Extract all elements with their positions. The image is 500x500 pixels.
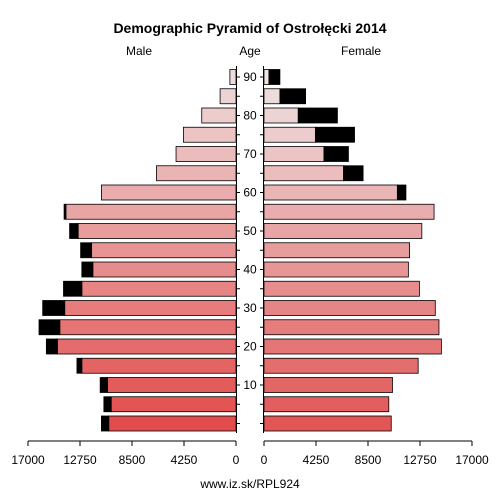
age-tick-label: 40: [243, 263, 257, 277]
female-x-tick-label: 4250: [303, 453, 330, 467]
age-tick-label: 30: [243, 301, 257, 315]
female-bar-25-29: [263, 319, 440, 336]
female-x-tick-label: 0: [261, 453, 268, 467]
male-excess-bar-10-14: [99, 377, 108, 393]
male-bar-0-4: [108, 415, 237, 432]
female-bar-45-49: [263, 242, 411, 259]
male-excess-bar-55-59: [63, 203, 67, 220]
female-excess-bar-80-84: [297, 107, 338, 124]
male-excess-bar-50-54: [69, 223, 79, 239]
male-bar-15-19: [81, 357, 237, 374]
female-excess-bar-85-89: [279, 88, 307, 105]
female-bar-35-39: [263, 280, 420, 297]
female-bar-60-64: [263, 184, 398, 201]
male-bar-55-59: [65, 203, 237, 220]
male-excess-bar-5-9: [103, 396, 112, 413]
male-excess-bar-40-44: [81, 261, 94, 278]
female-bar-65-69: [263, 165, 344, 182]
female-bar-80-84: [263, 107, 299, 124]
chart-title: Demographic Pyramid of Ostrołęcki 2014: [113, 20, 386, 36]
male-bar-80-84: [201, 107, 237, 124]
male-excess-bar-45-49: [80, 242, 93, 259]
male-bar-75-79: [182, 126, 237, 143]
female-bar-40-44: [263, 261, 409, 278]
male-bar-60-64: [101, 184, 237, 201]
male-bar-30-34: [64, 300, 237, 316]
age-tick-label: 60: [243, 186, 257, 200]
female-x-tick-label: 8500: [355, 453, 382, 467]
female-bar-0-4: [263, 415, 392, 432]
male-excess-bar-0-4: [101, 415, 110, 432]
female-excess-bar-60-64: [396, 184, 407, 201]
female-bar-30-34: [263, 300, 436, 316]
bars-layer: [38, 69, 442, 432]
male-x-tick-label: 4250: [171, 453, 198, 467]
age-tick-label: 80: [243, 109, 257, 123]
male-excess-bar-15-19: [76, 357, 83, 374]
male-x-tick-label: 8500: [119, 453, 146, 467]
male-bar-65-69: [156, 165, 237, 182]
footer-url[interactable]: www.iz.sk/RPL924: [199, 477, 300, 491]
male-excess-bar-25-29: [38, 319, 61, 336]
male-bar-20-24: [56, 338, 237, 355]
female-excess-bar-75-79: [314, 126, 355, 143]
female-bar-10-14: [263, 377, 393, 393]
age-tick-label: 10: [243, 378, 257, 392]
male-bar-40-44: [92, 261, 237, 278]
female-excess-bar-65-69: [343, 165, 364, 182]
age-tick-label: 50: [243, 224, 257, 238]
male-bar-10-14: [107, 377, 237, 393]
male-bar-85-89: [219, 88, 237, 105]
age-label: Age: [239, 44, 261, 58]
male-excess-bar-20-24: [45, 338, 58, 355]
male-x-tick-label: 17000: [11, 453, 45, 467]
female-bar-75-79: [263, 126, 316, 143]
female-x-tick-label: 17000: [455, 453, 489, 467]
female-bar-85-89: [263, 88, 281, 105]
female-bar-5-9: [263, 396, 390, 413]
female-x-tick-label: 12750: [403, 453, 437, 467]
female-bar-55-59: [263, 203, 435, 220]
female-bar-90+: [263, 69, 270, 85]
male-bar-5-9: [110, 396, 237, 413]
male-bar-90+: [229, 69, 237, 85]
female-bar-15-19: [263, 357, 419, 374]
male-label: Male: [126, 44, 152, 58]
female-label: Female: [341, 44, 381, 58]
male-x-tick-label: 0: [233, 453, 240, 467]
age-tick-label: 20: [243, 340, 257, 354]
male-excess-bar-30-34: [42, 300, 66, 316]
female-bar-50-54: [263, 223, 423, 239]
age-tick-label: 90: [243, 70, 257, 84]
female-excess-bar-90+: [268, 69, 281, 85]
age-tick-label: 70: [243, 147, 257, 161]
male-bar-25-29: [59, 319, 237, 336]
female-excess-bar-70-74: [323, 146, 349, 162]
male-bar-50-54: [77, 223, 237, 239]
male-bar-45-49: [91, 242, 237, 259]
female-bar-70-74: [263, 146, 325, 162]
male-bar-70-74: [175, 146, 237, 162]
male-bar-35-39: [81, 280, 237, 297]
male-excess-bar-35-39: [63, 280, 83, 297]
female-bar-20-24: [263, 338, 442, 355]
axes-layer: 10 20 30 40 50 60 70 80 90 17000 12750 8500 4250 0 0 42…: [11, 66, 489, 467]
male-x-tick-label: 12750: [63, 453, 97, 467]
